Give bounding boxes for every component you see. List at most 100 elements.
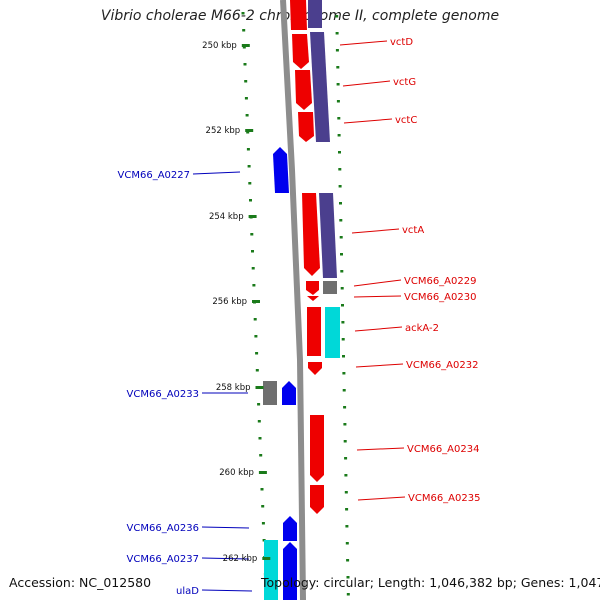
gene-label-left[interactable]: VCM66_A0236 (127, 523, 199, 534)
minor-tick (341, 304, 344, 307)
minor-tick (343, 440, 347, 443)
minor-tick (339, 236, 343, 239)
gene-vctg[interactable] (295, 70, 312, 110)
leader-line (192, 171, 241, 175)
minor-tick (338, 168, 342, 171)
leader-line (343, 118, 393, 124)
minor-tick (257, 403, 261, 406)
gene-vctd[interactable] (290, 0, 307, 30)
minor-tick (335, 32, 339, 35)
gene-label-right[interactable]: vctA (402, 225, 424, 236)
gene-vcm66-a0233[interactable] (282, 381, 296, 405)
scale-labels: 250 kbp 252 kbp 254 kbp 256 kbp 258 kbp 260 k… (202, 41, 271, 564)
gene-label-left[interactable]: ulaD (176, 586, 199, 597)
minor-tick (344, 491, 348, 494)
gene-vcm66-a0229[interactable] (306, 281, 319, 295)
major-tick (241, 44, 250, 47)
minor-tick (242, 46, 246, 49)
gene-purple-1[interactable] (308, 0, 322, 28)
minor-tick (344, 474, 348, 477)
gene-gray-right[interactable] (323, 281, 337, 294)
accession-text: Accession: NC_012580 (9, 575, 152, 590)
minor-tick (343, 406, 347, 409)
gene-label-right[interactable]: VCM66_A0230 (404, 292, 476, 303)
genome-summary-text: Topology: circular; Length: 1,046,382 bp… (261, 575, 600, 590)
minor-tick (340, 270, 344, 273)
gene-vctc[interactable] (298, 112, 314, 142)
gene-label-left[interactable]: VCM66_A0237 (127, 554, 199, 565)
minor-tick (260, 488, 264, 491)
minor-tick (346, 593, 350, 596)
minor-tick (261, 505, 265, 508)
gene-vcm66-a0234[interactable] (310, 415, 324, 482)
leader-line (353, 295, 402, 298)
gene-vcm66-a0230[interactable] (307, 296, 319, 301)
gene-vcm66-a0235[interactable] (310, 485, 324, 514)
inner-right-genes (290, 0, 324, 514)
minor-tick (251, 267, 255, 270)
leader-line (201, 557, 250, 560)
minor-tick (338, 185, 342, 188)
minor-tick (337, 117, 341, 120)
gene-label-right[interactable]: VCM66_A0234 (407, 444, 479, 455)
gene-cyan-right[interactable] (325, 307, 340, 358)
gene-vcta[interactable] (302, 193, 320, 276)
minor-tick (345, 525, 349, 528)
minor-tick (342, 355, 345, 358)
leader-line (355, 363, 404, 368)
leader-line (201, 526, 250, 529)
minor-tick (344, 457, 348, 460)
leader-line (342, 80, 391, 87)
gene-vcm66-a0233-gray[interactable] (263, 381, 277, 405)
minor-tick (341, 321, 345, 324)
minor-tick (340, 253, 343, 256)
gene-label-right[interactable]: ackA-2 (405, 323, 439, 334)
minor-tick (249, 199, 252, 202)
gene-vcm66-a0232[interactable] (308, 362, 322, 375)
minor-tick (343, 423, 347, 426)
minor-tick (340, 287, 344, 290)
minor-tick (342, 372, 346, 375)
gene-vcm66-a0227[interactable] (273, 147, 289, 193)
gene-purple-2[interactable] (310, 32, 330, 142)
minor-tick (247, 165, 251, 168)
minor-tick (246, 148, 250, 151)
scale-label: 260 kbp (219, 468, 254, 478)
minor-tick (335, 49, 339, 52)
gene-vcm66-a0237[interactable] (283, 542, 297, 600)
gene-vcm66-a0237-cyan[interactable] (264, 540, 278, 600)
minor-tick (258, 437, 262, 440)
outer-right-genes (308, 0, 340, 358)
gene-vctd-tail[interactable] (292, 34, 309, 69)
leader-line (356, 447, 405, 451)
leader-line (353, 279, 402, 287)
minor-tick (255, 352, 259, 355)
left-genes (263, 147, 297, 600)
gene-purple-3[interactable] (319, 193, 337, 278)
major-tick (255, 386, 264, 389)
gene-acka-2[interactable] (307, 307, 321, 356)
gene-label-right[interactable]: VCM66_A0229 (404, 276, 476, 287)
minor-tick (346, 576, 350, 579)
gene-label-right[interactable]: vctD (390, 37, 413, 48)
leader-line (354, 326, 403, 332)
gene-label-left[interactable]: VCM66_A0227 (118, 170, 190, 181)
minor-tick (339, 202, 342, 205)
scale-label: 256 kbp (212, 297, 247, 307)
scale-label: 250 kbp (202, 41, 237, 51)
minor-tick (257, 420, 261, 423)
gene-label-right[interactable]: vctG (393, 77, 416, 88)
minor-tick (251, 250, 254, 253)
gene-label-right[interactable]: VCM66_A0232 (406, 360, 478, 371)
minor-tick (261, 522, 265, 525)
scale-label: 258 kbp (216, 383, 251, 393)
major-tick (248, 215, 257, 218)
minor-tick (345, 508, 349, 511)
gene-label-left[interactable]: VCM66_A0233 (127, 389, 199, 400)
gene-label-right[interactable]: VCM66_A0235 (408, 493, 480, 504)
gene-label-right[interactable]: vctC (395, 115, 417, 126)
minor-tick (250, 233, 254, 236)
minor-tick (248, 182, 252, 185)
gene-vcm66-a0236[interactable] (283, 516, 297, 541)
